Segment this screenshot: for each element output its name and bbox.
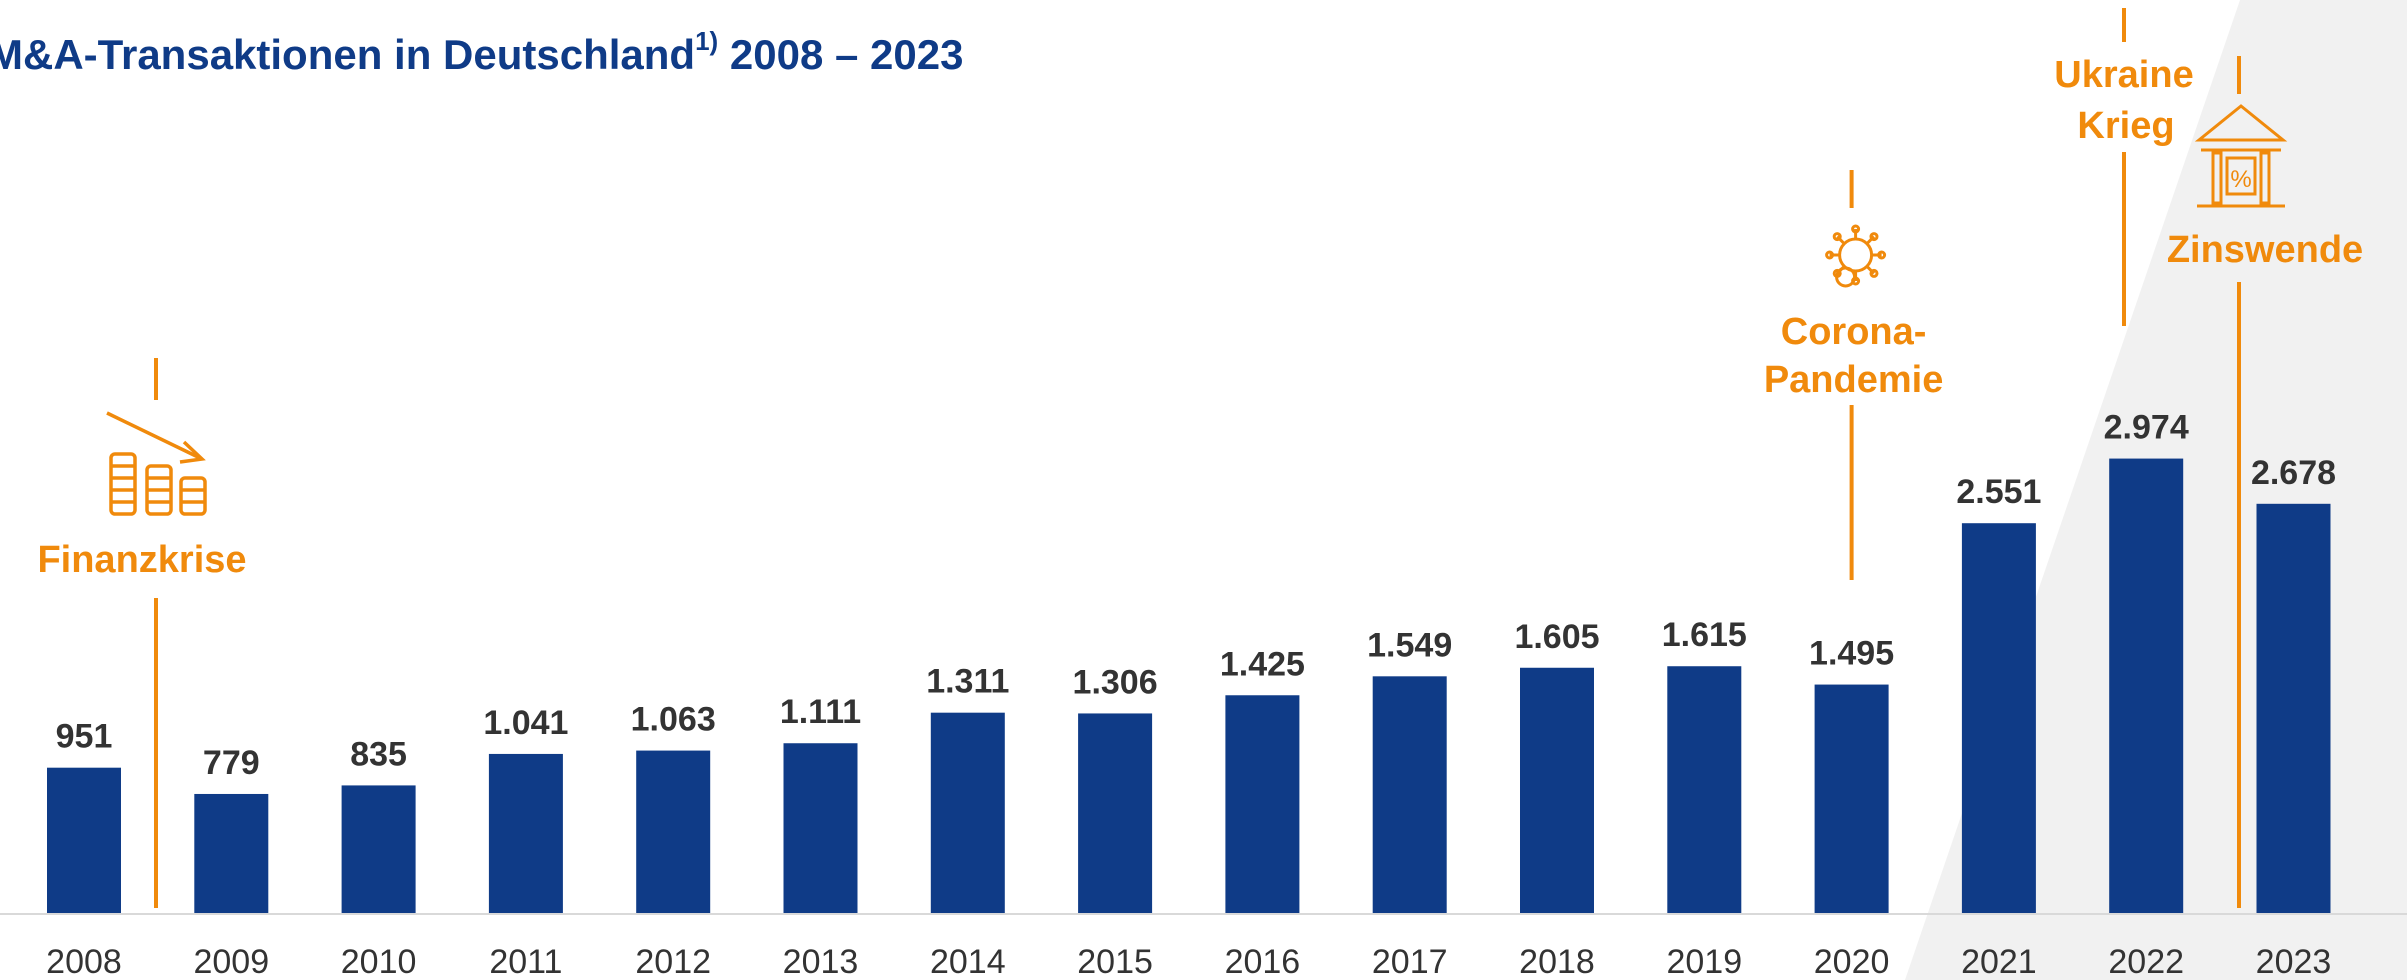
bar-2018	[1520, 667, 1594, 913]
annotation-zinswende: Zinswende	[2167, 229, 2363, 271]
value-label-2022: 2.974	[2104, 409, 2189, 447]
value-label-2008: 951	[56, 718, 113, 756]
bank-column-left	[2211, 151, 2223, 205]
tick-label-2018: 2018	[1519, 943, 1595, 980]
title-range: 2008 – 2023	[729, 31, 964, 78]
title-main: M&A-Transaktionen in Deutschland	[0, 31, 696, 78]
bar-2017	[1372, 676, 1447, 913]
annotation-ukraine-line1: Ukraine	[2054, 54, 2193, 96]
bank-percent-icon: %	[2194, 104, 2288, 208]
value-label-2015: 1.306	[1073, 663, 1158, 701]
tick-label-2020: 2020	[1814, 943, 1890, 980]
bar-2009	[194, 793, 269, 913]
tick-label-2023: 2023	[2256, 943, 2332, 980]
title-footnote: 1)	[695, 26, 719, 56]
trend-arrow-line	[106, 411, 201, 460]
annotation-finanzkrise: Finanzkrise	[37, 539, 246, 581]
chart-title: M&A-Transaktionen in Deutschland1) 2008 …	[0, 26, 964, 79]
bar-2023	[2256, 503, 2331, 913]
tick-label-2011: 2011	[489, 943, 562, 980]
tick-label-2022: 2022	[2108, 943, 2184, 980]
bar-2022	[2109, 458, 2184, 913]
value-label-2014: 1.311	[926, 663, 1009, 701]
virus-spike-tip	[1832, 232, 1842, 242]
tick-label-2013: 2013	[783, 943, 859, 980]
tick-label-2015: 2015	[1077, 943, 1153, 980]
value-label-2021: 2.551	[1956, 473, 2041, 511]
bar-2014	[930, 712, 1005, 913]
tick-label-2010: 2010	[341, 943, 417, 980]
annotation-ukraine-line2: Krieg	[2077, 105, 2174, 147]
virus-spike-tip	[1877, 250, 1887, 260]
bar-2019	[1667, 666, 1742, 913]
value-label-2019: 1.615	[1662, 616, 1747, 654]
tick-label-2012: 2012	[635, 943, 711, 980]
falling-coins-icon	[106, 411, 207, 516]
value-label-2012: 1.063	[631, 701, 716, 739]
bank-door	[2225, 156, 2257, 196]
value-label-2018: 1.605	[1514, 618, 1599, 656]
annotation-corona-line2: Pandemie	[1764, 359, 1944, 401]
value-label-2020: 1.495	[1809, 635, 1894, 673]
coin-stack-0	[109, 452, 137, 516]
tick-label-2019: 2019	[1666, 943, 1742, 980]
bar-2016	[1225, 695, 1300, 913]
bank-column-right	[2259, 151, 2271, 205]
bar-2020	[1814, 684, 1889, 913]
tick-label-2016: 2016	[1225, 943, 1301, 980]
virus-spike-tip	[1825, 250, 1835, 260]
bar-2008	[47, 767, 121, 913]
virus-spike-tip	[1851, 224, 1861, 234]
bar-2013	[783, 743, 858, 913]
value-label-2011: 1.041	[483, 704, 568, 742]
bar-2010	[341, 785, 416, 913]
bar-2012	[636, 750, 711, 913]
tick-label-2017: 2017	[1372, 943, 1448, 980]
virus-spike-tip	[1869, 268, 1879, 278]
virus-spike-tip	[1869, 232, 1879, 242]
bank-roof	[2194, 104, 2288, 142]
virus-small	[1835, 266, 1857, 288]
tick-label-2021: 2021	[1961, 943, 2037, 980]
bar-2021	[1961, 523, 2036, 913]
tick-label-2014: 2014	[930, 943, 1006, 980]
annotation-corona-line1: Corona-	[1781, 311, 1927, 353]
bar-2011	[488, 753, 563, 913]
bar-2015	[1078, 713, 1153, 913]
value-label-2013: 1.111	[780, 693, 861, 731]
value-label-2010: 835	[350, 735, 407, 773]
percent-glyph: %	[2230, 166, 2251, 193]
value-label-2009: 779	[203, 744, 260, 782]
virus-body	[1838, 237, 1874, 273]
virus-icon	[1825, 224, 1887, 288]
value-label-2023: 2.678	[2251, 454, 2336, 492]
tick-label-2009: 2009	[193, 943, 269, 980]
value-label-2017: 1.549	[1367, 626, 1452, 664]
coin-stack-2	[179, 476, 207, 516]
tick-label-2008: 2008	[46, 943, 122, 980]
trend-arrow-head	[179, 440, 206, 464]
value-label-2016: 1.425	[1220, 645, 1305, 683]
